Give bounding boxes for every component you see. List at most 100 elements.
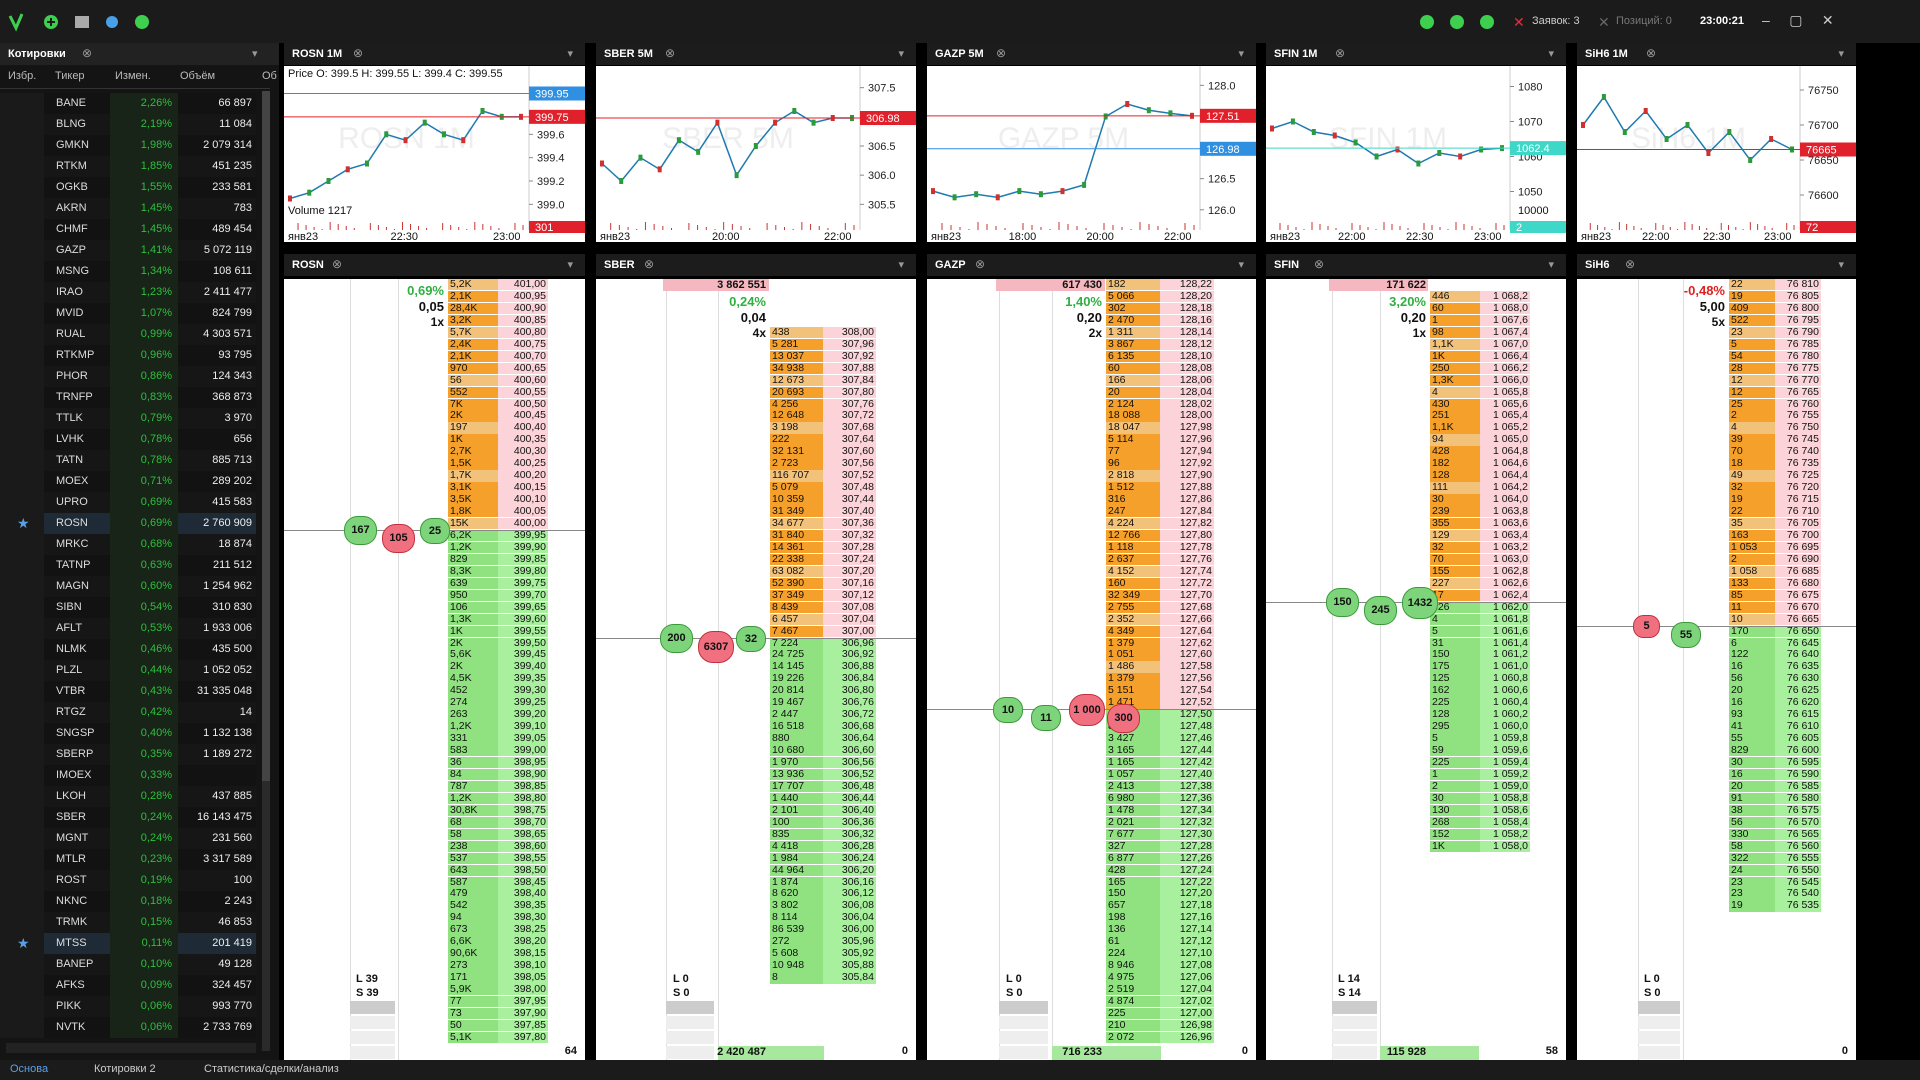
quote-row[interactable]: MVID 1,07% 824 799: [0, 303, 256, 324]
toolbar-icons[interactable]: [8, 12, 158, 32]
price-chart[interactable]: SFIN 1M10801070106010501062.4100002янв23…: [1266, 66, 1566, 242]
quote-row[interactable]: PIKK 0,06% 993 770: [0, 996, 256, 1017]
quote-row[interactable]: SBERP 0,35% 1 189 272: [0, 744, 256, 765]
order-book[interactable]: 22 76 810 19 76 805 409 76 800 522 76 795 23 76 7…: [1577, 279, 1856, 1060]
quote-row[interactable]: SNGSP 0,40% 1 132 138: [0, 723, 256, 744]
column-header[interactable]: Тикер: [55, 70, 85, 82]
quote-row[interactable]: ★ MTSS 0,11% 201 419: [0, 933, 256, 954]
price-cell: [498, 900, 548, 912]
quote-row[interactable]: TRMK 0,15% 46 853: [0, 912, 256, 933]
menu-caret[interactable]: ▾: [1838, 259, 1844, 271]
order-book[interactable]: 438 308,00 5 281 307,96 13 037 307,92 34 938 30…: [596, 279, 916, 1060]
close-button[interactable]: ⊗: [1335, 46, 1346, 60]
close-button[interactable]: ⊗: [644, 257, 655, 271]
tab[interactable]: Котировки 2: [94, 1063, 156, 1075]
quote-row[interactable]: MOEX 0,71% 289 202: [0, 471, 256, 492]
close-button[interactable]: ⊗: [1314, 257, 1325, 271]
price: 306,16: [841, 875, 874, 888]
quote-row[interactable]: TATNP 0,63% 211 512: [0, 555, 256, 576]
quote-row[interactable]: TTLK 0,79% 3 970: [0, 408, 256, 429]
quote-row[interactable]: MTLR 0,23% 3 317 589: [0, 849, 256, 870]
menu-caret[interactable]: ▾: [1838, 48, 1844, 60]
tab[interactable]: Основа: [10, 1063, 49, 1075]
quote-row[interactable]: SBER 0,24% 16 143 475: [0, 807, 256, 828]
quote-row[interactable]: MAGN 0,60% 1 254 962: [0, 576, 256, 597]
quote-row[interactable]: PHOR 0,86% 124 343: [0, 366, 256, 387]
price-chart[interactable]: ROSN 1M 399.6399.4399.2399.0399.95399.75P…: [284, 66, 585, 242]
close-button[interactable]: ⊗: [975, 257, 986, 271]
quote-row[interactable]: LKOH 0,28% 437 885: [0, 786, 256, 807]
close-button[interactable]: ⊗: [353, 46, 364, 60]
multiplier: 4x: [752, 326, 766, 340]
quote-row[interactable]: UPRO 0,69% 415 583: [0, 492, 256, 513]
orders[interactable]: Заявок: 3: [1532, 15, 1580, 27]
quote-row[interactable]: RTGZ 0,42% 14: [0, 702, 256, 723]
quote-row[interactable]: GAZP 1,41% 5 072 119: [0, 240, 256, 261]
bid-volume: 2 447: [772, 708, 799, 721]
order-book[interactable]: 446 1 068,2 60 1 068,0 1 1 067,6 98 1 067,4 1,1K…: [1266, 279, 1566, 1060]
quote-row[interactable]: ★ ROSN 0,69% 2 760 909: [0, 513, 256, 534]
quote-row[interactable]: AKRN 1,45% 783: [0, 198, 256, 219]
quote-row[interactable]: LVHK 0,78% 656: [0, 429, 256, 450]
menu-caret[interactable]: ▾: [1238, 259, 1244, 271]
window-buttons[interactable]: – ▢ ✕: [1762, 12, 1834, 28]
quote-row[interactable]: RTKM 1,85% 451 235: [0, 156, 256, 177]
column-header[interactable]: Об: [262, 70, 277, 82]
quote-row[interactable]: BANEP 0,10% 49 128: [0, 954, 256, 975]
quote-row[interactable]: PLZL 0,44% 1 052 052: [0, 660, 256, 681]
quote-row[interactable]: VTBR 0,43% 31 335 048: [0, 681, 256, 702]
column-header[interactable]: Объём: [180, 70, 216, 82]
close-button[interactable]: ⊗: [1625, 257, 1636, 271]
order-book[interactable]: 182 128,22 5 066 128,20 302 128,18 2 470 128,16…: [927, 279, 1256, 1060]
quote-row[interactable]: SIBN 0,54% 310 830: [0, 597, 256, 618]
quote-row[interactable]: NLMK 0,46% 435 500: [0, 639, 256, 660]
quote-row[interactable]: RUAL 0,99% 4 303 571: [0, 324, 256, 345]
tab[interactable]: Статистика/сделки/анализ: [204, 1063, 339, 1075]
order-book[interactable]: 5,2K 401,00 2,1K 400,95 28,4K 400,90 3,2K 400,8…: [284, 279, 585, 1060]
quote-row[interactable]: AFLT 0,53% 1 933 006: [0, 618, 256, 639]
quote-row[interactable]: MRKC 0,68% 18 874: [0, 534, 256, 555]
price: 76 735: [1786, 457, 1819, 470]
menu-caret[interactable]: ▾: [252, 48, 258, 60]
price: 397,90: [513, 1006, 546, 1019]
quote-row[interactable]: TATN 0,78% 885 713: [0, 450, 256, 471]
quote-row[interactable]: AFKS 0,09% 324 457: [0, 975, 256, 996]
quote-row[interactable]: TRNFP 0,83% 368 873: [0, 387, 256, 408]
quote-row[interactable]: IMOEX 0,33%: [0, 765, 256, 786]
close-button[interactable]: ⊗: [665, 46, 676, 60]
ask-volume: 98: [1432, 325, 1444, 338]
bid-volume: 295: [1432, 720, 1450, 733]
quote-row[interactable]: BANE 2,26% 66 897: [0, 93, 256, 114]
menu-caret[interactable]: ▾: [1548, 259, 1554, 271]
column-header[interactable]: Измен.: [115, 70, 151, 82]
price-cell: [1160, 458, 1214, 470]
menu-caret[interactable]: ▾: [898, 48, 904, 60]
quote-row[interactable]: IRAO 1,23% 2 411 477: [0, 282, 256, 303]
quote-row[interactable]: RTKMP 0,96% 93 795: [0, 345, 256, 366]
quote-row[interactable]: MGNT 0,24% 231 560: [0, 828, 256, 849]
quote-row[interactable]: MSNG 1,34% 108 611: [0, 261, 256, 282]
column-header[interactable]: Избр.: [8, 70, 37, 82]
menu-caret[interactable]: ▾: [567, 48, 573, 60]
close-button[interactable]: ⊗: [996, 46, 1007, 60]
volume-cell: [448, 900, 498, 912]
positions[interactable]: Позиций: 0: [1616, 15, 1672, 27]
close-button[interactable]: ⊗: [1646, 46, 1657, 60]
menu-caret[interactable]: ▾: [1548, 48, 1554, 60]
close-button[interactable]: ⊗: [82, 46, 93, 60]
quote-row[interactable]: NKNC 0,18% 2 243: [0, 891, 256, 912]
quote-row[interactable]: OGKB 1,55% 233 581: [0, 177, 256, 198]
quote-row[interactable]: GMKN 1,98% 2 079 314: [0, 135, 256, 156]
price-cell: [498, 1019, 548, 1032]
close-button[interactable]: ⊗: [332, 257, 343, 271]
menu-caret[interactable]: ▾: [898, 259, 904, 271]
menu-caret[interactable]: ▾: [1238, 48, 1244, 60]
quote-row[interactable]: CHMF 1,45% 489 454: [0, 219, 256, 240]
menu-caret[interactable]: ▾: [567, 259, 573, 271]
quote-row[interactable]: BLNG 2,19% 11 084: [0, 114, 256, 135]
quote-row[interactable]: NVTK 0,06% 2 733 769: [0, 1017, 256, 1038]
quote-row[interactable]: ROST 0,19% 100: [0, 870, 256, 891]
